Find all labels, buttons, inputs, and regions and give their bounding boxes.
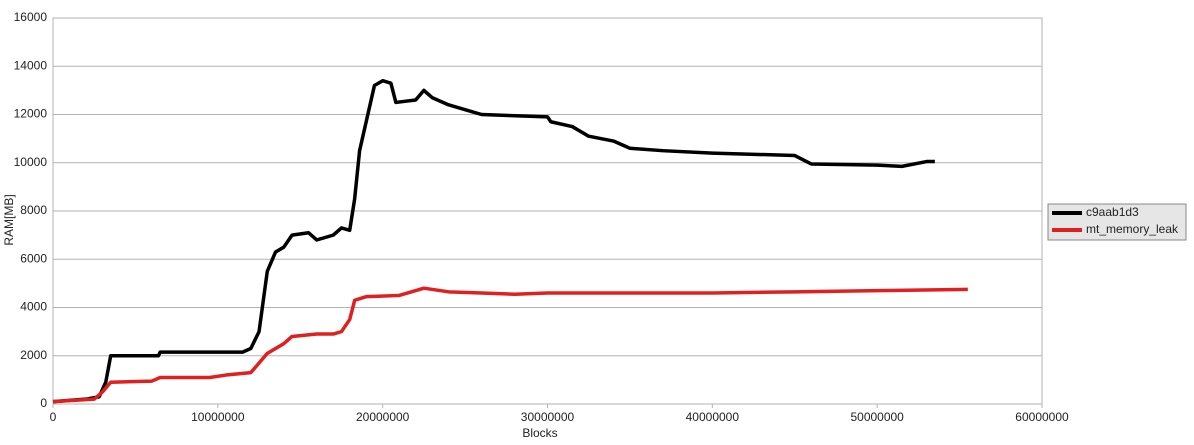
y-tick-label: 8000 — [20, 203, 47, 217]
y-tick-label: 0 — [40, 396, 47, 410]
legend-label: mt_memory_leak — [1086, 222, 1179, 236]
y-tick-label: 16000 — [14, 10, 48, 24]
y-tick-label: 14000 — [14, 58, 48, 72]
plot-frame — [52, 17, 1043, 405]
y-tick-label: 6000 — [20, 251, 47, 265]
y-tick-label: 10000 — [14, 155, 48, 169]
legend-label: c9aab1d3 — [1086, 205, 1139, 219]
x-tick-label: 40000000 — [686, 410, 740, 424]
y-tick-label: 12000 — [14, 107, 48, 121]
series-line — [52, 286, 968, 404]
x-tick-label: 30000000 — [521, 410, 575, 424]
y-axis-label: RAM[MB] — [2, 194, 16, 245]
x-tick-label: 20000000 — [356, 410, 410, 424]
series-line — [52, 78, 935, 404]
x-tick-label: 60000000 — [1015, 410, 1069, 424]
y-tick-label: 2000 — [20, 348, 47, 362]
y-tick-label: 4000 — [20, 300, 47, 314]
x-axis-label: Blocks — [522, 426, 557, 440]
x-tick-label: 50000000 — [850, 410, 904, 424]
legend-box — [1047, 203, 1187, 241]
x-tick-label: 10000000 — [191, 410, 245, 424]
x-tick-label: 0 — [50, 410, 57, 424]
